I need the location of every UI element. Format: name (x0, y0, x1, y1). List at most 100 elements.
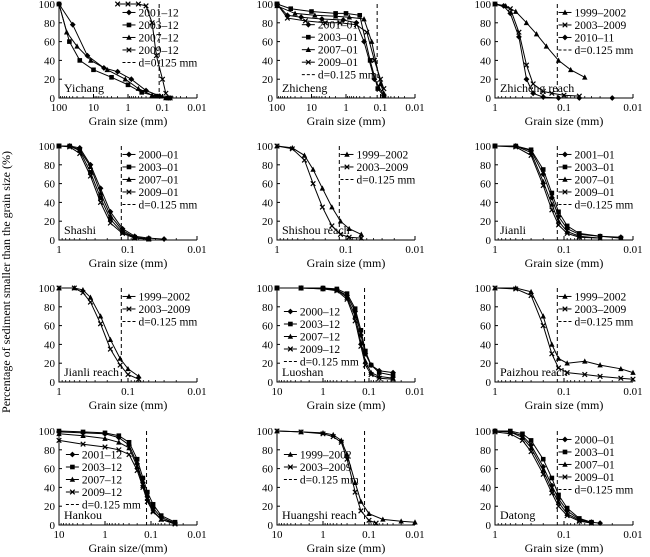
data-point (582, 358, 588, 364)
data-point (80, 441, 86, 447)
y-tick-label: 80 (480, 18, 492, 30)
data-point (301, 157, 308, 163)
data-point (125, 82, 131, 88)
data-point (576, 95, 583, 101)
data-point (88, 57, 94, 63)
data-point (576, 518, 583, 524)
x-axis-label: Grain size (mm) (307, 114, 386, 128)
y-tick-label: 40 (262, 55, 274, 67)
y-tick-label: 80 (44, 445, 56, 457)
y-tick-label: 20 (480, 74, 492, 86)
x-axis-label: Grain size (mm) (307, 541, 386, 555)
y-tick-label: 80 (262, 18, 274, 30)
series-line-2 (495, 430, 592, 523)
y-tick-label: 0 (486, 93, 492, 105)
legend-marker (562, 449, 568, 455)
data-point (109, 75, 114, 80)
data-point (274, 428, 280, 434)
x-tick-label: 1 (492, 244, 498, 256)
x-tick-label: 0.1 (156, 102, 170, 114)
data-point (310, 166, 316, 172)
data-point (523, 62, 530, 68)
data-point (56, 1, 62, 7)
legend-label: 2003–01 (574, 447, 615, 459)
x-tick-label: 1 (56, 386, 62, 398)
data-point (312, 12, 318, 18)
data-point (126, 451, 132, 458)
legend-marker (344, 164, 350, 170)
data-point (343, 11, 349, 16)
data-point (117, 362, 123, 368)
legend-label: 2000–01 (138, 149, 179, 161)
data-point (56, 430, 62, 437)
legend-label: 2007–12 (300, 332, 341, 344)
data-point (298, 285, 304, 291)
legend-marker (562, 164, 568, 170)
legend-marker (126, 34, 132, 40)
x-axis-label: Grain size (mm) (307, 398, 386, 412)
data-point (358, 328, 364, 333)
data-point (274, 1, 280, 7)
legend-marker (562, 9, 568, 15)
y-tick-label: 20 (44, 74, 56, 86)
x-tick-label: 0.1 (557, 244, 571, 256)
legend-label: 2003–2009 (138, 304, 190, 316)
data-point (140, 475, 146, 481)
legend-label: d=0.125 mm (82, 500, 141, 512)
data-point (84, 52, 91, 59)
data-point (338, 439, 345, 446)
data-point (128, 76, 135, 83)
data-point (597, 235, 603, 241)
y-tick-label: 80 (480, 445, 492, 457)
data-point (77, 58, 83, 63)
y-tick-label: 100 (257, 426, 274, 438)
legend-marker (126, 22, 132, 28)
data-point (126, 445, 132, 451)
y-tick-label: 60 (262, 37, 274, 49)
y-tick-label: 0 (486, 520, 492, 532)
data-point (630, 369, 636, 375)
data-point (528, 288, 534, 295)
data-point (107, 336, 114, 342)
data-point (119, 230, 126, 237)
y-tick-label: 60 (44, 179, 56, 191)
y-tick-label: 40 (44, 55, 56, 67)
data-point (310, 180, 316, 187)
data-point (357, 12, 363, 18)
location-label: Shishou reach (282, 223, 350, 237)
x-axis-label: Grain size (mm) (525, 398, 604, 412)
data-point (274, 2, 280, 9)
legend-label: 2009–01 (318, 57, 359, 69)
chart-panel-9: 0 20 40 60 80 100 1 0.1 0.01 Grain size (mm) Paizh… (475, 283, 643, 412)
legend-marker (562, 176, 568, 182)
chart-panel-5: 0 20 40 60 80 100 1 0.1 0.01 Grain size (mm) Shish… (257, 141, 425, 270)
legend-marker (69, 489, 76, 495)
data-point (153, 52, 160, 59)
chart-panel-10: 0 20 40 60 80 100 10 1 0.1 0.01 Grain size/(mm) Han… (39, 426, 207, 555)
data-point (520, 431, 525, 437)
data-point (114, 1, 121, 7)
data-point (555, 365, 562, 371)
data-point (530, 81, 536, 87)
data-point (80, 289, 86, 296)
legend-label: 1999–2002 (574, 7, 626, 19)
series-line-3 (494, 430, 592, 524)
data-point (528, 292, 534, 299)
data-point (528, 438, 534, 443)
data-point (352, 489, 358, 495)
y-tick-label: 40 (262, 482, 274, 494)
location-label: Zhicheng (282, 81, 327, 95)
legend-marker (126, 176, 132, 182)
data-point (507, 431, 514, 437)
x-axis-label: Grain size (mm) (525, 541, 604, 555)
data-point (330, 433, 336, 440)
series-line-1 (59, 145, 165, 240)
y-tick-label: 0 (268, 520, 274, 532)
y-tick-label: 100 (39, 283, 56, 295)
x-tick-label: 0.1 (362, 529, 376, 541)
legend-label: 1999–2002 (138, 291, 190, 303)
data-point (375, 86, 381, 91)
legend-marker (562, 22, 568, 28)
